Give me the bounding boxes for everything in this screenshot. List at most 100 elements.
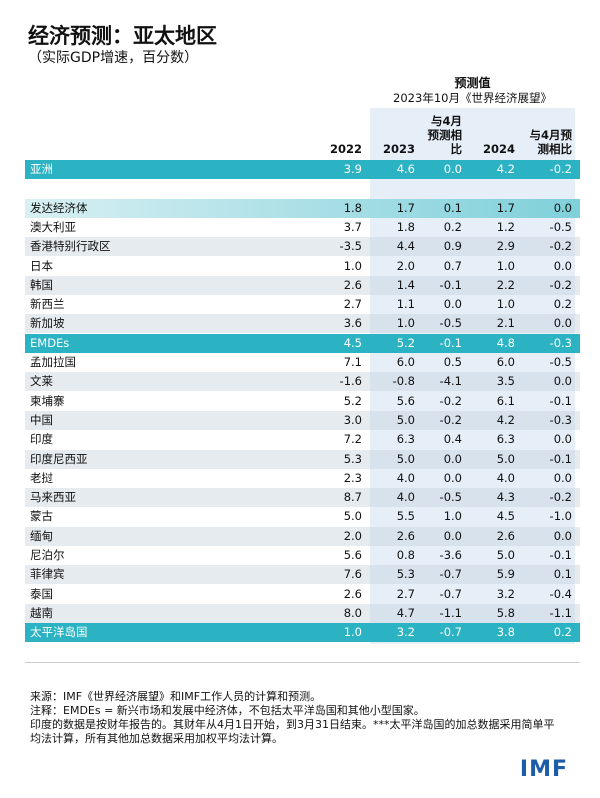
table-row: 老挝 2.3 4.0 0.0 4.0 0.0 <box>25 469 580 488</box>
cell-value: -0.1 <box>439 335 462 350</box>
cell-value: 2.7 <box>343 297 362 312</box>
row-label: 柬埔寨 <box>30 393 65 408</box>
cell-value: 5.3 <box>343 451 362 466</box>
column-header: 2022 <box>329 142 362 156</box>
cell-value: 2.6 <box>343 277 362 292</box>
note: 来源：IMF《世界经济展望》和IMF工作人员的计算和预测。 <box>30 690 322 703</box>
table-row: 新西兰 2.7 1.1 0.0 1.0 0.2 <box>25 295 580 314</box>
cell-value: 2.6 <box>396 528 415 543</box>
cell-value: -0.2 <box>549 239 572 254</box>
cell-value: -0.1 <box>439 277 462 292</box>
cell-value: 5.0 <box>396 451 415 466</box>
row-label: 澳大利亚 <box>30 219 76 234</box>
cell-value: 0.0 <box>443 470 462 485</box>
row-label: 缅甸 <box>30 528 53 543</box>
cell-value: -0.1 <box>549 451 572 466</box>
cell-value: 5.5 <box>396 509 415 524</box>
group-row: 亚洲 3.9 4.6 0.0 4.2 -0.2 <box>25 160 580 179</box>
cell-value: 4.2 <box>496 162 515 176</box>
cell-value: 0.0 <box>443 451 462 466</box>
cell-value: -0.2 <box>549 277 572 292</box>
cell-value: 0.0 <box>553 200 572 215</box>
table-row: 日本 1.0 2.0 0.7 1.0 0.0 <box>25 257 580 276</box>
cell-value: 5.3 <box>396 567 415 582</box>
table-row: 印度尼西亚 5.3 5.0 0.0 5.0 -0.1 <box>25 449 580 469</box>
cell-value: 5.0 <box>396 412 415 427</box>
cell-value: 0.0 <box>553 258 572 273</box>
cell-value: 6.3 <box>396 432 415 447</box>
cell-value: -3.6 <box>439 548 462 562</box>
column-header: 与4月预测相比 <box>427 114 463 156</box>
forecast-label: 预测值 <box>454 76 491 90</box>
cell-value: -1.6 <box>339 374 362 389</box>
cell-value: -0.1 <box>549 548 572 562</box>
cell-value: 7.6 <box>343 567 362 582</box>
cell-value: 2.2 <box>496 277 515 292</box>
table-row: 韩国 2.6 1.4 -0.1 2.2 -0.2 <box>25 275 580 295</box>
cell-value: 6.1 <box>496 393 515 408</box>
cell-value: 0.9 <box>443 239 462 254</box>
row-label: 发达经济体 <box>30 200 88 215</box>
cell-value: 4.3 <box>496 490 515 505</box>
cell-value: 3.2 <box>396 625 415 640</box>
cell-value: 1.2 <box>496 219 515 234</box>
row-label: 泰国 <box>30 586 53 601</box>
table-row: 蒙古 5.0 5.5 1.0 4.5 -1.0 <box>25 507 580 526</box>
cell-value: 2.0 <box>343 528 362 543</box>
row-label: 尼泊尔 <box>30 548 65 562</box>
cell-value: -3.5 <box>339 239 362 254</box>
cell-value: -0.2 <box>439 412 462 427</box>
cell-value: 3.7 <box>343 219 362 234</box>
cell-value: 4.2 <box>496 412 515 427</box>
cell-value: 5.0 <box>496 451 515 466</box>
cell-value: 0.1 <box>443 200 462 215</box>
cell-value: 3.9 <box>343 162 362 176</box>
cell-value: 1.8 <box>396 219 415 234</box>
subtitle: （实际GDP增速，百分数） <box>28 50 199 66</box>
cell-value: 1.7 <box>396 200 415 215</box>
cell-value: 6.3 <box>496 432 515 447</box>
cell-value: 0.4 <box>443 432 462 447</box>
cell-value: -0.7 <box>439 586 462 601</box>
cell-value: 0.0 <box>553 528 572 543</box>
row-label: 太平洋岛国 <box>30 625 88 640</box>
column-header: 2024 <box>482 142 515 156</box>
cell-value: 3.6 <box>343 316 362 331</box>
cell-value: -0.3 <box>549 335 572 350</box>
table-row: 菲律宾 7.6 5.3 -0.7 5.9 0.1 <box>25 565 580 585</box>
cell-value: 1.8 <box>343 200 362 215</box>
cell-value: 2.7 <box>396 586 415 601</box>
cell-value: 1.4 <box>396 277 415 292</box>
row-label: 老挝 <box>30 470 53 485</box>
cell-value: 1.0 <box>496 258 515 273</box>
cell-value: 1.7 <box>496 200 515 215</box>
table-row: 印度 7.2 6.3 0.4 6.3 0.0 <box>25 430 580 449</box>
divider <box>25 662 580 663</box>
cell-value: 1.0 <box>496 297 515 312</box>
cell-value: 0.8 <box>396 548 415 562</box>
cell-value: 4.0 <box>396 490 415 505</box>
cell-value: -4.1 <box>439 374 462 389</box>
cell-value: 5.0 <box>496 548 515 562</box>
cell-value: 5.2 <box>343 393 362 408</box>
cell-value: 5.2 <box>396 335 415 350</box>
row-label: EMDEs <box>30 335 70 350</box>
table-row: 澳大利亚 3.7 1.8 0.2 1.2 -0.5 <box>25 218 580 237</box>
table-row: 孟加拉国 7.1 6.0 0.5 6.0 -0.5 <box>25 353 580 372</box>
cell-value: 3.5 <box>496 374 515 389</box>
cell-value: -0.7 <box>439 625 462 640</box>
row-label: 印度 <box>30 432 53 447</box>
group-row: 发达经济体 1.8 1.7 0.1 1.7 0.0 <box>25 198 580 218</box>
cell-value: -0.1 <box>549 393 572 408</box>
cell-value: -0.2 <box>549 162 572 176</box>
cell-value: 0.0 <box>443 162 462 176</box>
cell-value: 3.2 <box>496 586 515 601</box>
row-label: 新加坡 <box>30 316 65 331</box>
cell-value: 3.0 <box>343 412 362 427</box>
table-row: 马来西亚 8.7 4.0 -0.5 4.3 -0.2 <box>25 488 580 508</box>
cell-value: -0.7 <box>439 567 462 582</box>
cell-value: 0.2 <box>443 219 462 234</box>
table-row: 尼泊尔 5.6 0.8 -3.6 5.0 -0.1 <box>25 546 580 565</box>
cell-value: 4.5 <box>496 509 515 524</box>
table-row: 泰国 2.6 2.7 -0.7 3.2 -0.4 <box>25 585 580 604</box>
